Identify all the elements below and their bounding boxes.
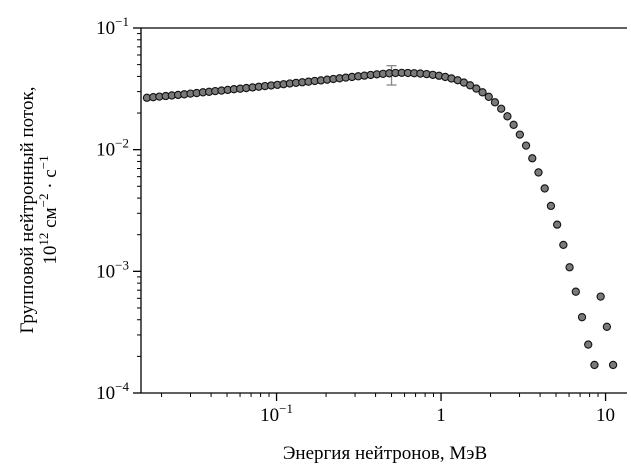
data-point <box>590 360 599 370</box>
plot-axes <box>140 27 627 394</box>
data-points <box>142 68 618 370</box>
y-axis-label-line2: 1012 см−2 · с−1 <box>36 155 61 264</box>
x-tick-label: 10 <box>596 405 615 426</box>
data-point <box>521 141 531 150</box>
y-unit-exp2: −2 <box>36 194 51 208</box>
y-unit-s: · с <box>40 169 61 193</box>
data-point <box>497 104 506 113</box>
data-point <box>552 220 562 229</box>
data-point <box>503 112 512 121</box>
data-point <box>602 322 612 331</box>
axis-ticks <box>133 27 607 401</box>
data-point <box>577 313 587 322</box>
y-unit-exp3: −1 <box>36 155 51 169</box>
data-point <box>571 287 580 296</box>
y-axis-label: Групповой нейтронный поток, <box>17 87 38 334</box>
x-tick-label: 10−1 <box>260 401 293 426</box>
data-point <box>596 292 605 301</box>
data-point <box>540 184 549 193</box>
data-point <box>478 88 487 97</box>
data-point <box>559 240 568 250</box>
y-axis-label-line1: Групповой нейтронный поток, <box>17 87 38 334</box>
data-point <box>515 130 524 139</box>
data-point <box>509 120 518 129</box>
y-unit-base: 10 <box>40 246 61 265</box>
y-axis-label-units: 1012 см−2 · с−1 <box>36 155 61 264</box>
data-point <box>608 360 618 370</box>
data-point <box>584 340 593 349</box>
y-tick-label: 10−2 <box>96 136 129 161</box>
data-point <box>484 92 493 101</box>
y-unit-cm: см <box>40 207 61 232</box>
data-point <box>472 84 481 93</box>
data-point <box>546 201 556 211</box>
y-tick-label: 10−1 <box>96 14 129 39</box>
data-point <box>528 154 537 163</box>
data-point <box>490 98 500 107</box>
data-point <box>465 81 475 90</box>
data-point <box>534 168 543 177</box>
y-tick-label: 10−4 <box>96 379 129 404</box>
tick-labels: 10−1 1 10 10−4 10−3 10−2 10−1 <box>96 14 615 426</box>
x-axis-label: Энергия нейтронов, МэВ <box>283 443 487 464</box>
x-tick-label: 1 <box>436 405 446 426</box>
y-tick-label: 10−3 <box>96 257 129 282</box>
y-unit-exp1: 12 <box>36 233 51 246</box>
data-point <box>565 263 574 272</box>
